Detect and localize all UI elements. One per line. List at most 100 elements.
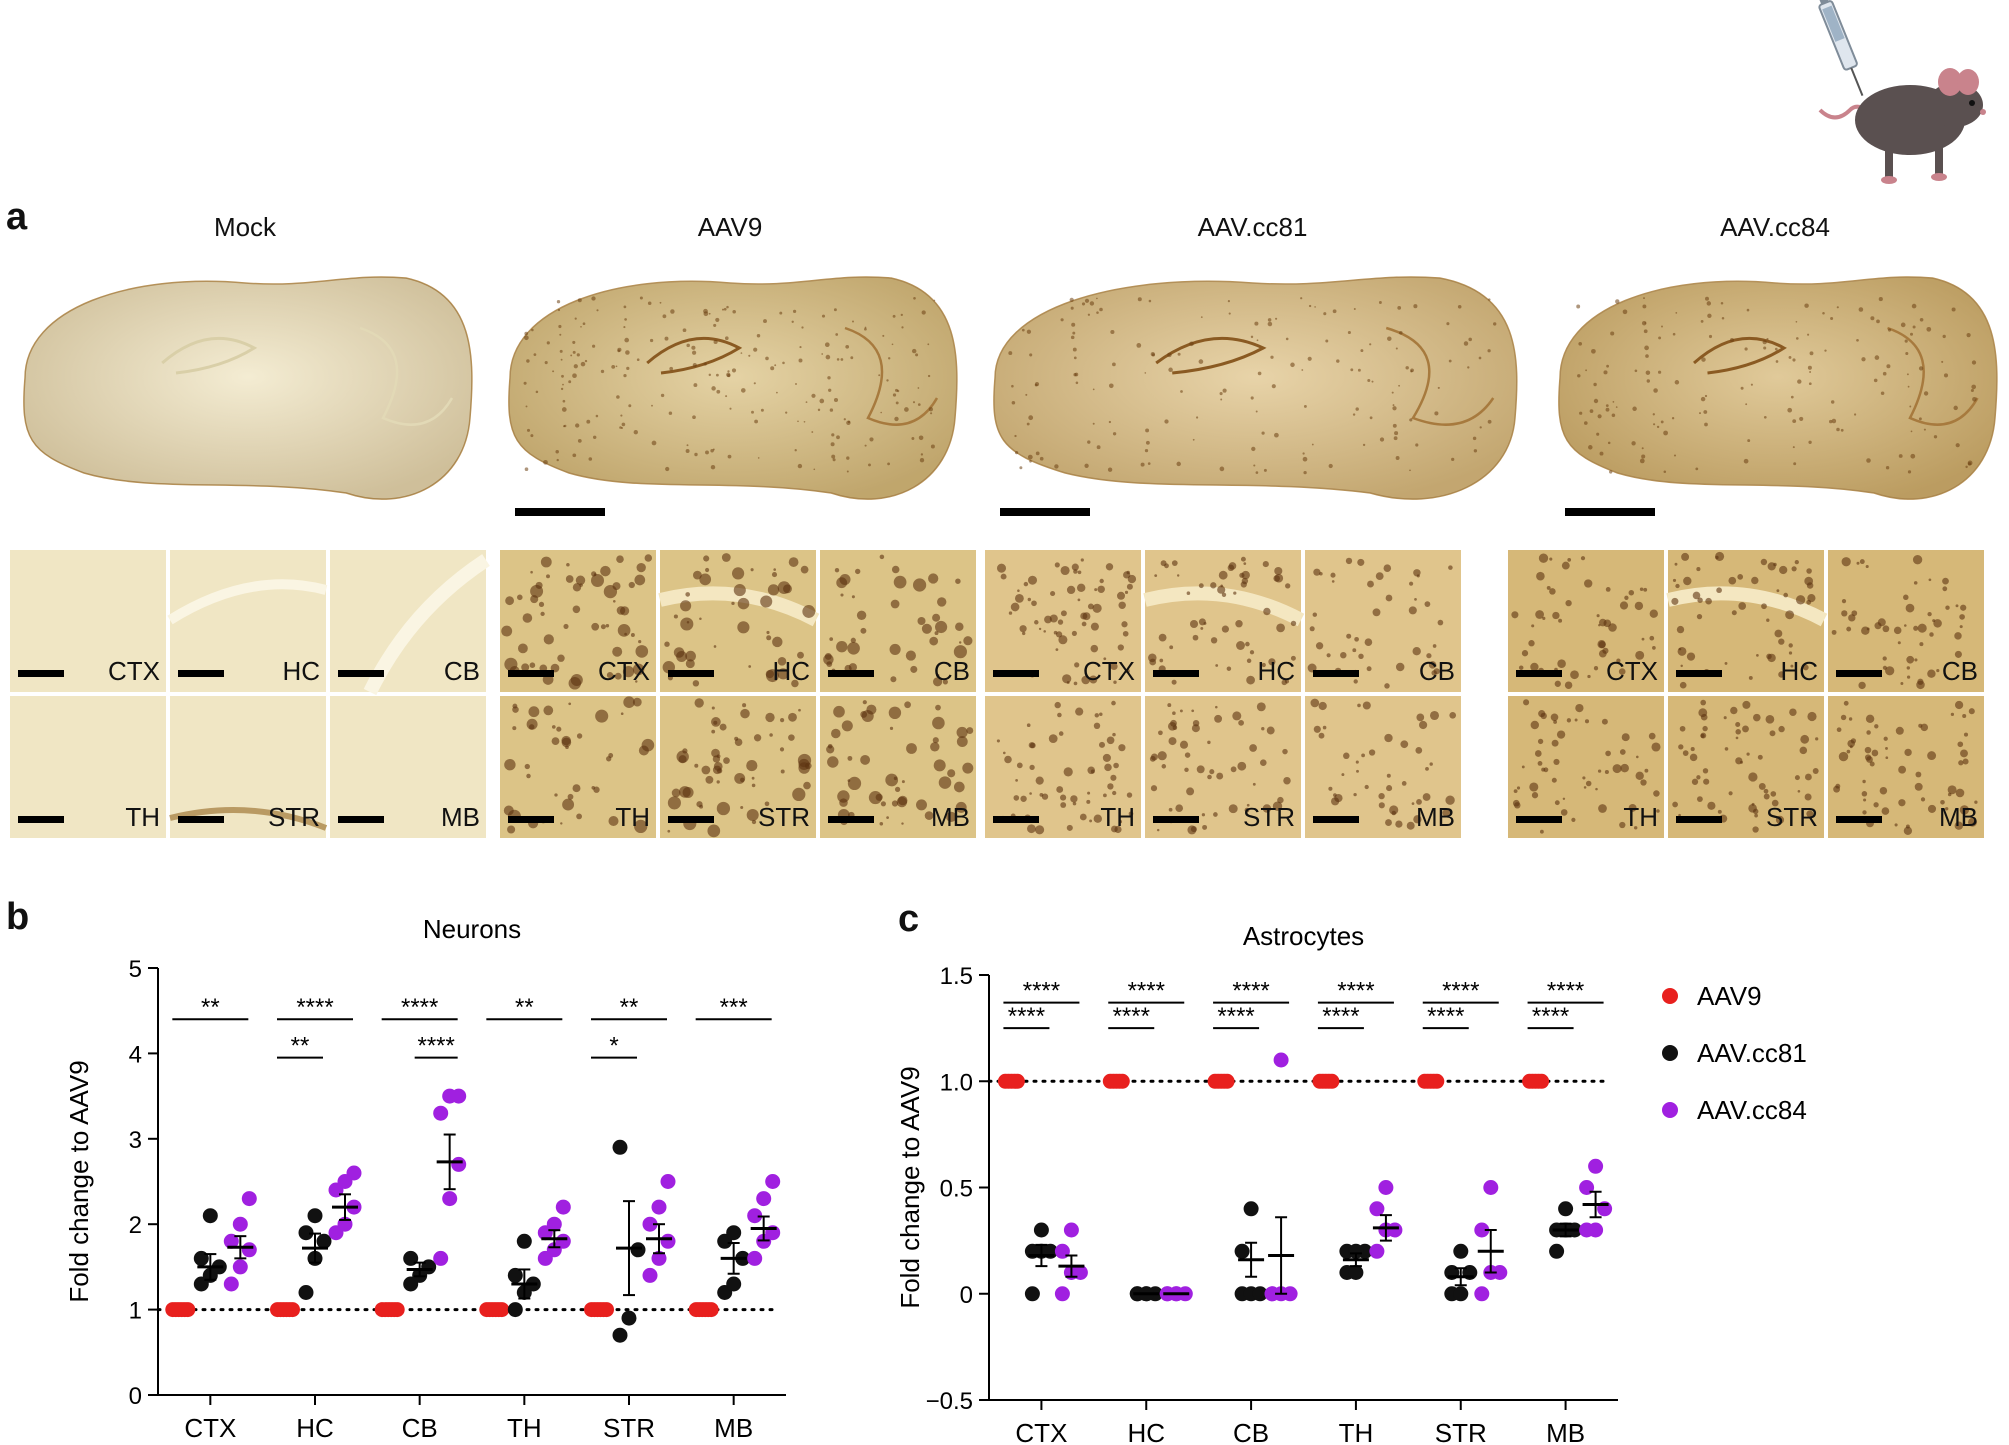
stain-dot <box>1110 662 1118 671</box>
region-label: HC <box>772 656 810 686</box>
stain-dot <box>1762 339 1767 345</box>
stain-dot <box>740 805 744 810</box>
stain-dot <box>1551 739 1559 747</box>
stain-dot <box>782 361 785 365</box>
stain-dot <box>1560 809 1568 816</box>
stain-dot <box>1089 301 1095 306</box>
stain-dot <box>708 312 711 315</box>
stain-dot <box>1706 301 1712 306</box>
stain-dot <box>1210 637 1218 644</box>
stain-dot <box>1171 560 1178 566</box>
stain-dot <box>1191 709 1195 713</box>
stain-dot <box>1911 303 1917 309</box>
region-tile: CB <box>820 550 976 692</box>
stain-dot <box>1089 675 1098 684</box>
stain-dot <box>592 435 597 440</box>
scale-bar <box>993 816 1039 823</box>
stain-dot <box>593 786 600 793</box>
stain-dot <box>1856 338 1859 342</box>
stain-dot <box>682 328 687 333</box>
stain-dot <box>703 362 707 366</box>
stain-dot <box>860 710 868 718</box>
region-tile: CTX <box>985 550 1141 692</box>
stain-dot <box>1756 654 1759 657</box>
stain-dot <box>1672 578 1677 582</box>
stain-dot <box>1281 679 1288 686</box>
stain-dot <box>561 737 572 748</box>
stain-dot <box>1314 306 1316 308</box>
stain-dot <box>715 317 720 322</box>
stain-dot <box>1705 296 1709 301</box>
stain-dot <box>1763 793 1770 800</box>
stain-dot <box>1698 708 1708 718</box>
stain-dot <box>1879 786 1888 795</box>
stain-dot <box>740 352 743 354</box>
stain-dot <box>1419 720 1428 730</box>
stain-dot <box>1256 339 1259 342</box>
stain-dot <box>1673 454 1677 457</box>
stain-dot <box>1858 307 1864 312</box>
stain-dot <box>1368 749 1376 756</box>
stain-dot <box>600 369 605 374</box>
stain-dot <box>1554 680 1561 687</box>
stain-dot <box>1191 724 1200 733</box>
stain-dot <box>1235 620 1243 628</box>
stain-dot <box>1605 587 1611 592</box>
stain-dot <box>1123 571 1131 579</box>
stain-dot <box>1014 593 1024 603</box>
stain-dot <box>1584 579 1593 588</box>
stain-dot <box>686 444 689 447</box>
stain-dot <box>577 298 582 303</box>
stain-dot <box>834 567 840 573</box>
stain-dot <box>1554 800 1560 806</box>
stain-dot <box>546 574 550 579</box>
stain-dot <box>901 326 904 329</box>
stain-dot <box>1747 439 1751 443</box>
stain-dot <box>626 366 630 371</box>
stain-dot <box>600 565 611 577</box>
stain-dot <box>1919 318 1924 322</box>
stain-dot <box>1346 633 1352 639</box>
stain-dot <box>1895 726 1904 735</box>
y-tick-label: 0 <box>129 1383 142 1410</box>
scale-bar <box>508 670 554 677</box>
stain-dot <box>588 457 593 461</box>
stain-dot <box>620 414 623 417</box>
data-point <box>1453 1286 1469 1302</box>
stain-dot <box>1841 610 1848 617</box>
data-point <box>241 1191 257 1207</box>
stain-dot <box>1967 462 1972 466</box>
stain-dot <box>1416 713 1425 722</box>
stain-dot <box>1536 571 1545 581</box>
x-tick-label: CB <box>402 1413 438 1443</box>
stain-dot <box>1705 597 1712 605</box>
stain-dot <box>1434 411 1439 416</box>
y-tick-label: 3 <box>129 1127 142 1154</box>
stain-dot <box>1124 590 1129 594</box>
stain-dot <box>1945 605 1950 610</box>
stain-dot <box>624 318 627 321</box>
stain-dot <box>1411 802 1415 805</box>
stain-dot <box>1634 369 1638 373</box>
stain-dot <box>779 747 785 752</box>
stain-dot <box>1158 730 1163 736</box>
stain-dot <box>1754 813 1758 818</box>
stain-dot <box>826 745 835 754</box>
stain-dot <box>788 712 797 722</box>
stain-dot <box>843 418 846 421</box>
stain-dot <box>1615 406 1618 408</box>
stain-dot <box>1735 729 1741 735</box>
stain-dot <box>1066 824 1073 831</box>
x-tick-label: TH <box>507 1413 542 1443</box>
significance-label: **** <box>1128 978 1165 1005</box>
stain-dot <box>1267 318 1272 322</box>
tile-background <box>1828 550 1984 692</box>
stain-dot <box>1646 379 1651 383</box>
stain-dot <box>1164 563 1169 569</box>
stain-dot <box>1898 799 1906 807</box>
region-label: TH <box>615 802 650 832</box>
stain-dot <box>880 801 886 807</box>
stain-dot <box>1184 767 1189 773</box>
stain-dot <box>1084 298 1090 303</box>
stain-dot <box>584 359 588 363</box>
